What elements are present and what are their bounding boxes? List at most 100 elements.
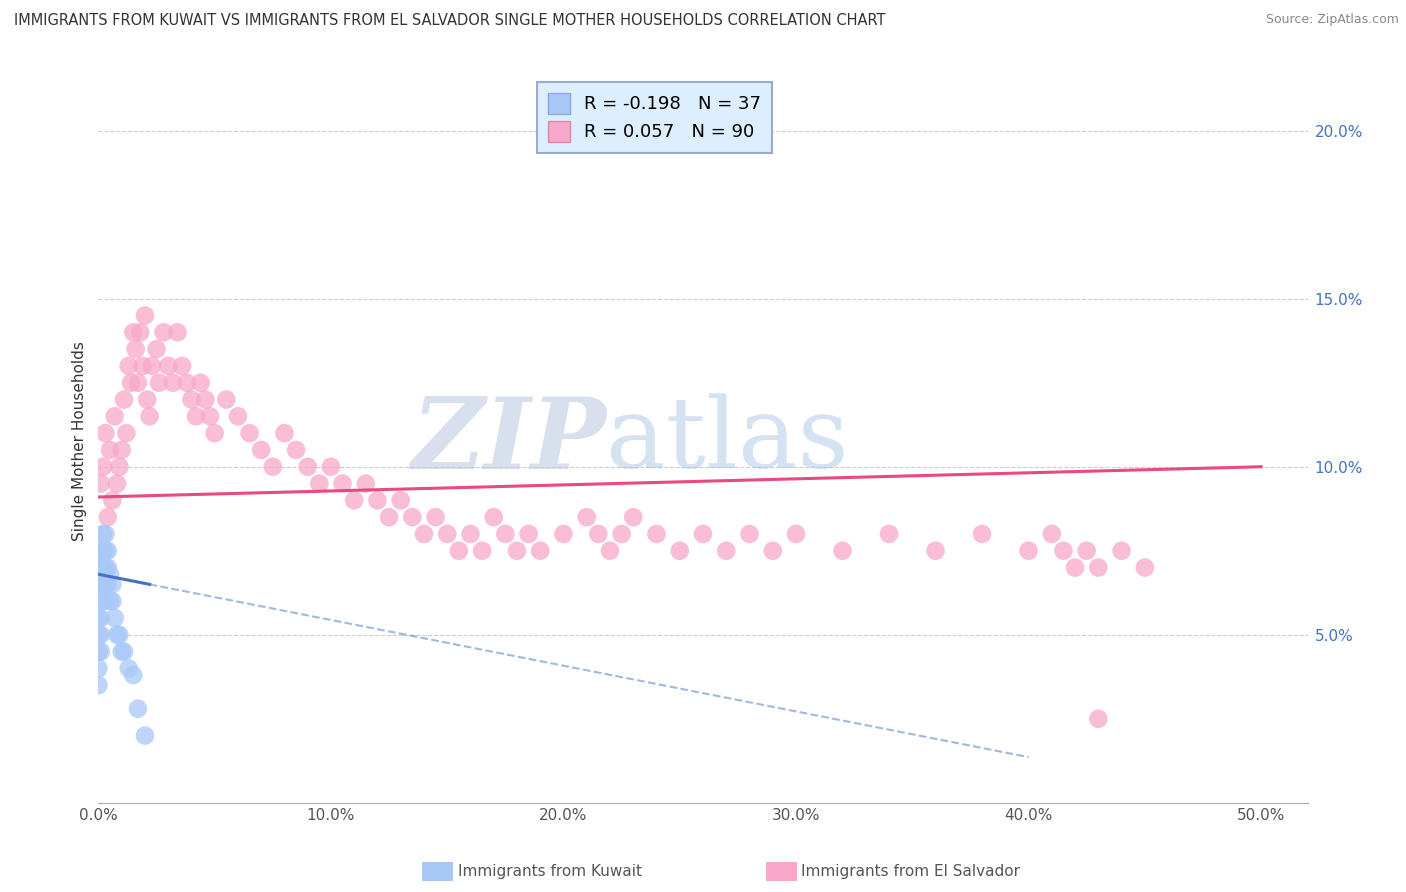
Point bbox=[831, 543, 853, 558]
Point bbox=[1087, 560, 1109, 574]
Point bbox=[105, 628, 128, 642]
Point bbox=[101, 577, 124, 591]
Point bbox=[91, 560, 114, 574]
Point bbox=[1018, 543, 1040, 558]
Point bbox=[111, 442, 134, 457]
Point bbox=[124, 342, 146, 356]
Point bbox=[94, 543, 117, 558]
Y-axis label: Single Mother Households: Single Mother Households bbox=[72, 342, 87, 541]
Text: atlas: atlas bbox=[606, 393, 849, 490]
Point bbox=[529, 543, 551, 558]
Point bbox=[104, 611, 127, 625]
Point bbox=[610, 527, 633, 541]
Point bbox=[120, 376, 142, 390]
Point bbox=[401, 510, 423, 524]
Point bbox=[148, 376, 170, 390]
Point bbox=[87, 628, 110, 642]
Point bbox=[204, 426, 226, 441]
Point bbox=[1133, 560, 1156, 574]
Point bbox=[1087, 712, 1109, 726]
Point bbox=[319, 459, 342, 474]
Point bbox=[118, 359, 141, 373]
Point bbox=[1111, 543, 1133, 558]
Point bbox=[91, 577, 114, 591]
Point bbox=[138, 409, 160, 424]
Point bbox=[762, 543, 785, 558]
Point bbox=[98, 594, 121, 608]
Point bbox=[226, 409, 249, 424]
Point bbox=[162, 376, 184, 390]
Point bbox=[1076, 543, 1098, 558]
Point bbox=[250, 442, 273, 457]
Point bbox=[91, 594, 114, 608]
Point bbox=[184, 409, 207, 424]
Point bbox=[378, 510, 401, 524]
Text: Immigrants from El Salvador: Immigrants from El Salvador bbox=[801, 864, 1021, 879]
Point bbox=[131, 359, 153, 373]
Point bbox=[198, 409, 221, 424]
Point bbox=[460, 527, 482, 541]
Point bbox=[645, 527, 668, 541]
Point bbox=[738, 527, 761, 541]
Point bbox=[115, 426, 138, 441]
Point bbox=[1052, 543, 1074, 558]
Point bbox=[122, 668, 145, 682]
Point bbox=[91, 459, 114, 474]
Point bbox=[141, 359, 163, 373]
Point bbox=[366, 493, 388, 508]
Point bbox=[136, 392, 159, 407]
Point bbox=[90, 628, 112, 642]
Point bbox=[692, 527, 714, 541]
Point bbox=[599, 543, 621, 558]
Point bbox=[308, 476, 330, 491]
Point bbox=[970, 527, 993, 541]
Point bbox=[90, 476, 112, 491]
Point bbox=[215, 392, 238, 407]
Point bbox=[297, 459, 319, 474]
Point bbox=[176, 376, 198, 390]
Point bbox=[118, 661, 141, 675]
Point bbox=[94, 426, 117, 441]
Point bbox=[112, 392, 135, 407]
Text: Immigrants from Kuwait: Immigrants from Kuwait bbox=[458, 864, 643, 879]
Point bbox=[111, 644, 134, 658]
Point bbox=[97, 543, 120, 558]
Point bbox=[506, 543, 529, 558]
Point bbox=[90, 611, 112, 625]
Point bbox=[127, 702, 149, 716]
Point bbox=[180, 392, 202, 407]
Point bbox=[87, 611, 110, 625]
Point bbox=[425, 510, 447, 524]
Point bbox=[108, 628, 131, 642]
Point bbox=[98, 567, 121, 582]
Point bbox=[101, 594, 124, 608]
Point bbox=[389, 493, 412, 508]
Point bbox=[877, 527, 900, 541]
Point bbox=[517, 527, 540, 541]
Point bbox=[157, 359, 180, 373]
Point bbox=[108, 459, 131, 474]
Point bbox=[90, 560, 112, 574]
Point bbox=[87, 678, 110, 692]
Text: IMMIGRANTS FROM KUWAIT VS IMMIGRANTS FROM EL SALVADOR SINGLE MOTHER HOUSEHOLDS C: IMMIGRANTS FROM KUWAIT VS IMMIGRANTS FRO… bbox=[14, 13, 886, 29]
Point bbox=[122, 326, 145, 340]
Point bbox=[104, 409, 127, 424]
Point bbox=[924, 543, 946, 558]
Point bbox=[668, 543, 690, 558]
Point bbox=[87, 661, 110, 675]
Point bbox=[553, 527, 575, 541]
Point bbox=[90, 594, 112, 608]
Point bbox=[343, 493, 366, 508]
Point bbox=[194, 392, 217, 407]
Point bbox=[90, 644, 112, 658]
Point bbox=[262, 459, 284, 474]
Point bbox=[90, 543, 112, 558]
Point bbox=[332, 476, 354, 491]
Point bbox=[91, 543, 114, 558]
Point bbox=[172, 359, 194, 373]
Point bbox=[145, 342, 167, 356]
Point bbox=[94, 577, 117, 591]
Point bbox=[97, 560, 120, 574]
Point bbox=[127, 376, 149, 390]
Point bbox=[494, 527, 516, 541]
